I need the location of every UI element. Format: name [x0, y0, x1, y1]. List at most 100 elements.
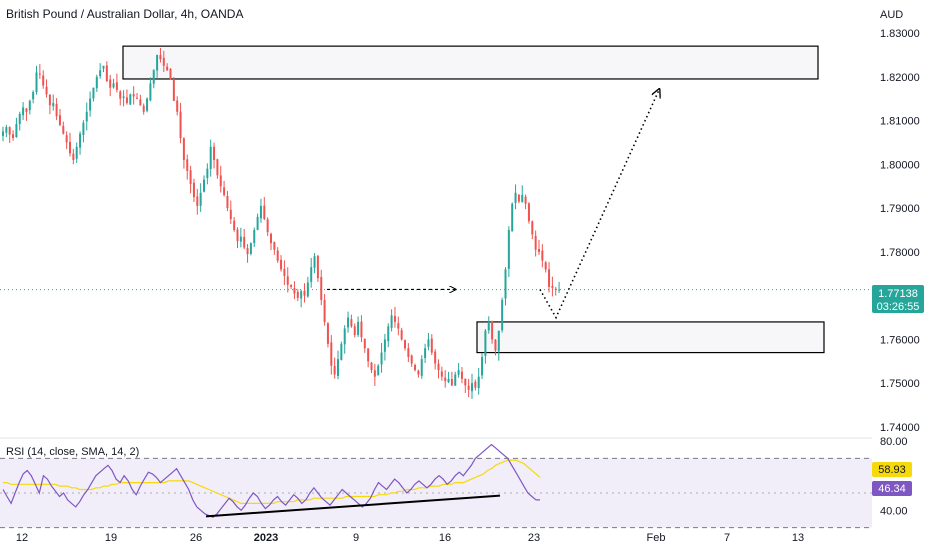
support-zone[interactable] [476, 321, 825, 354]
candle [146, 97, 149, 113]
candle [481, 352, 484, 380]
candle [132, 86, 135, 105]
time-axis[interactable]: 12 19 26 2023 9 16 23 Feb 7 13 [16, 532, 804, 544]
candle [229, 200, 232, 225]
candle [45, 79, 48, 98]
candle [474, 379, 477, 391]
candle [414, 363, 417, 372]
price-pane[interactable] [0, 45, 872, 399]
candle [387, 323, 390, 348]
candle [99, 63, 102, 79]
candle [430, 334, 433, 355]
candle [172, 77, 175, 102]
candle [538, 239, 540, 255]
candle [286, 267, 289, 293]
candle [182, 137, 185, 169]
price-tick-label: 1.81000 [880, 116, 920, 128]
candle [460, 366, 463, 384]
candle [256, 213, 259, 231]
candle [166, 63, 169, 71]
rsi-value-badge: 46.34 [872, 481, 912, 496]
price-badge-box [872, 285, 924, 313]
candle [484, 329, 487, 364]
candle [507, 226, 510, 278]
candle [162, 50, 165, 72]
time-tick-label: 16 [439, 532, 451, 544]
price-tick-label: 1.76000 [880, 334, 920, 346]
rsi-tick-label: 40.00 [880, 505, 908, 517]
candle [239, 227, 242, 248]
candle [531, 220, 534, 240]
candle [306, 276, 309, 298]
candle [196, 188, 199, 215]
candle [142, 103, 145, 115]
candle [471, 373, 473, 399]
time-tick-label: 2023 [254, 532, 278, 544]
candle [246, 244, 249, 263]
candle [42, 70, 45, 89]
candle [105, 61, 108, 83]
candle [491, 320, 494, 344]
candle [243, 228, 246, 250]
candle [296, 289, 299, 302]
candle [397, 316, 400, 336]
candle [554, 287, 557, 296]
time-tick-label: 23 [528, 532, 540, 544]
price-tick-label: 1.80000 [880, 159, 920, 171]
time-tick-label: 7 [724, 532, 730, 544]
resistance-zone[interactable] [122, 45, 819, 80]
candle [517, 194, 520, 204]
candle [283, 260, 286, 286]
candle [293, 281, 296, 300]
candle [487, 316, 490, 334]
candle [65, 131, 68, 150]
candle [206, 163, 209, 185]
candle [350, 314, 353, 328]
rsi-sma-value: 58.93 [878, 464, 906, 476]
rsi-axis[interactable]: 80.00 40.00 [880, 436, 908, 517]
candle [440, 366, 443, 381]
candle [494, 338, 497, 356]
rsi-divergence-trendline [205, 494, 501, 518]
candle [28, 99, 31, 115]
candle [467, 378, 470, 398]
candle [35, 65, 38, 95]
candle [551, 276, 554, 297]
candle [152, 69, 155, 89]
candle [95, 74, 98, 93]
candle [62, 121, 65, 135]
candle [58, 108, 61, 127]
rsi-band-fill [0, 458, 872, 528]
candle [504, 267, 507, 306]
candle [15, 117, 18, 138]
rsi-sma-badge-box [872, 462, 912, 477]
candle [410, 354, 413, 367]
candle [109, 75, 112, 97]
candle [534, 230, 537, 257]
candle [199, 183, 202, 212]
time-tick-label: Feb [647, 532, 666, 544]
candle [544, 261, 547, 273]
candle [353, 323, 356, 338]
candle [558, 281, 561, 294]
price-axis[interactable]: 1.83000 1.82000 1.81000 1.80000 1.79000 1.780… [880, 28, 920, 434]
price-tick-label: 1.75000 [880, 378, 920, 390]
candle [363, 338, 366, 353]
price-tick-label: 1.82000 [880, 72, 920, 84]
candle [527, 202, 530, 224]
candle [233, 216, 236, 232]
candle [75, 142, 78, 164]
candle [548, 262, 551, 293]
time-tick-label: 12 [16, 532, 28, 544]
candle [176, 96, 179, 116]
candle [340, 341, 343, 361]
candle [457, 363, 460, 378]
candle [85, 102, 88, 131]
candle [55, 98, 58, 121]
candle [125, 89, 128, 105]
rsi-pane[interactable]: RSI (14, close, SMA, 14, 2) [0, 443, 872, 529]
candle [367, 348, 370, 368]
candle [48, 94, 51, 115]
candle [477, 367, 480, 395]
